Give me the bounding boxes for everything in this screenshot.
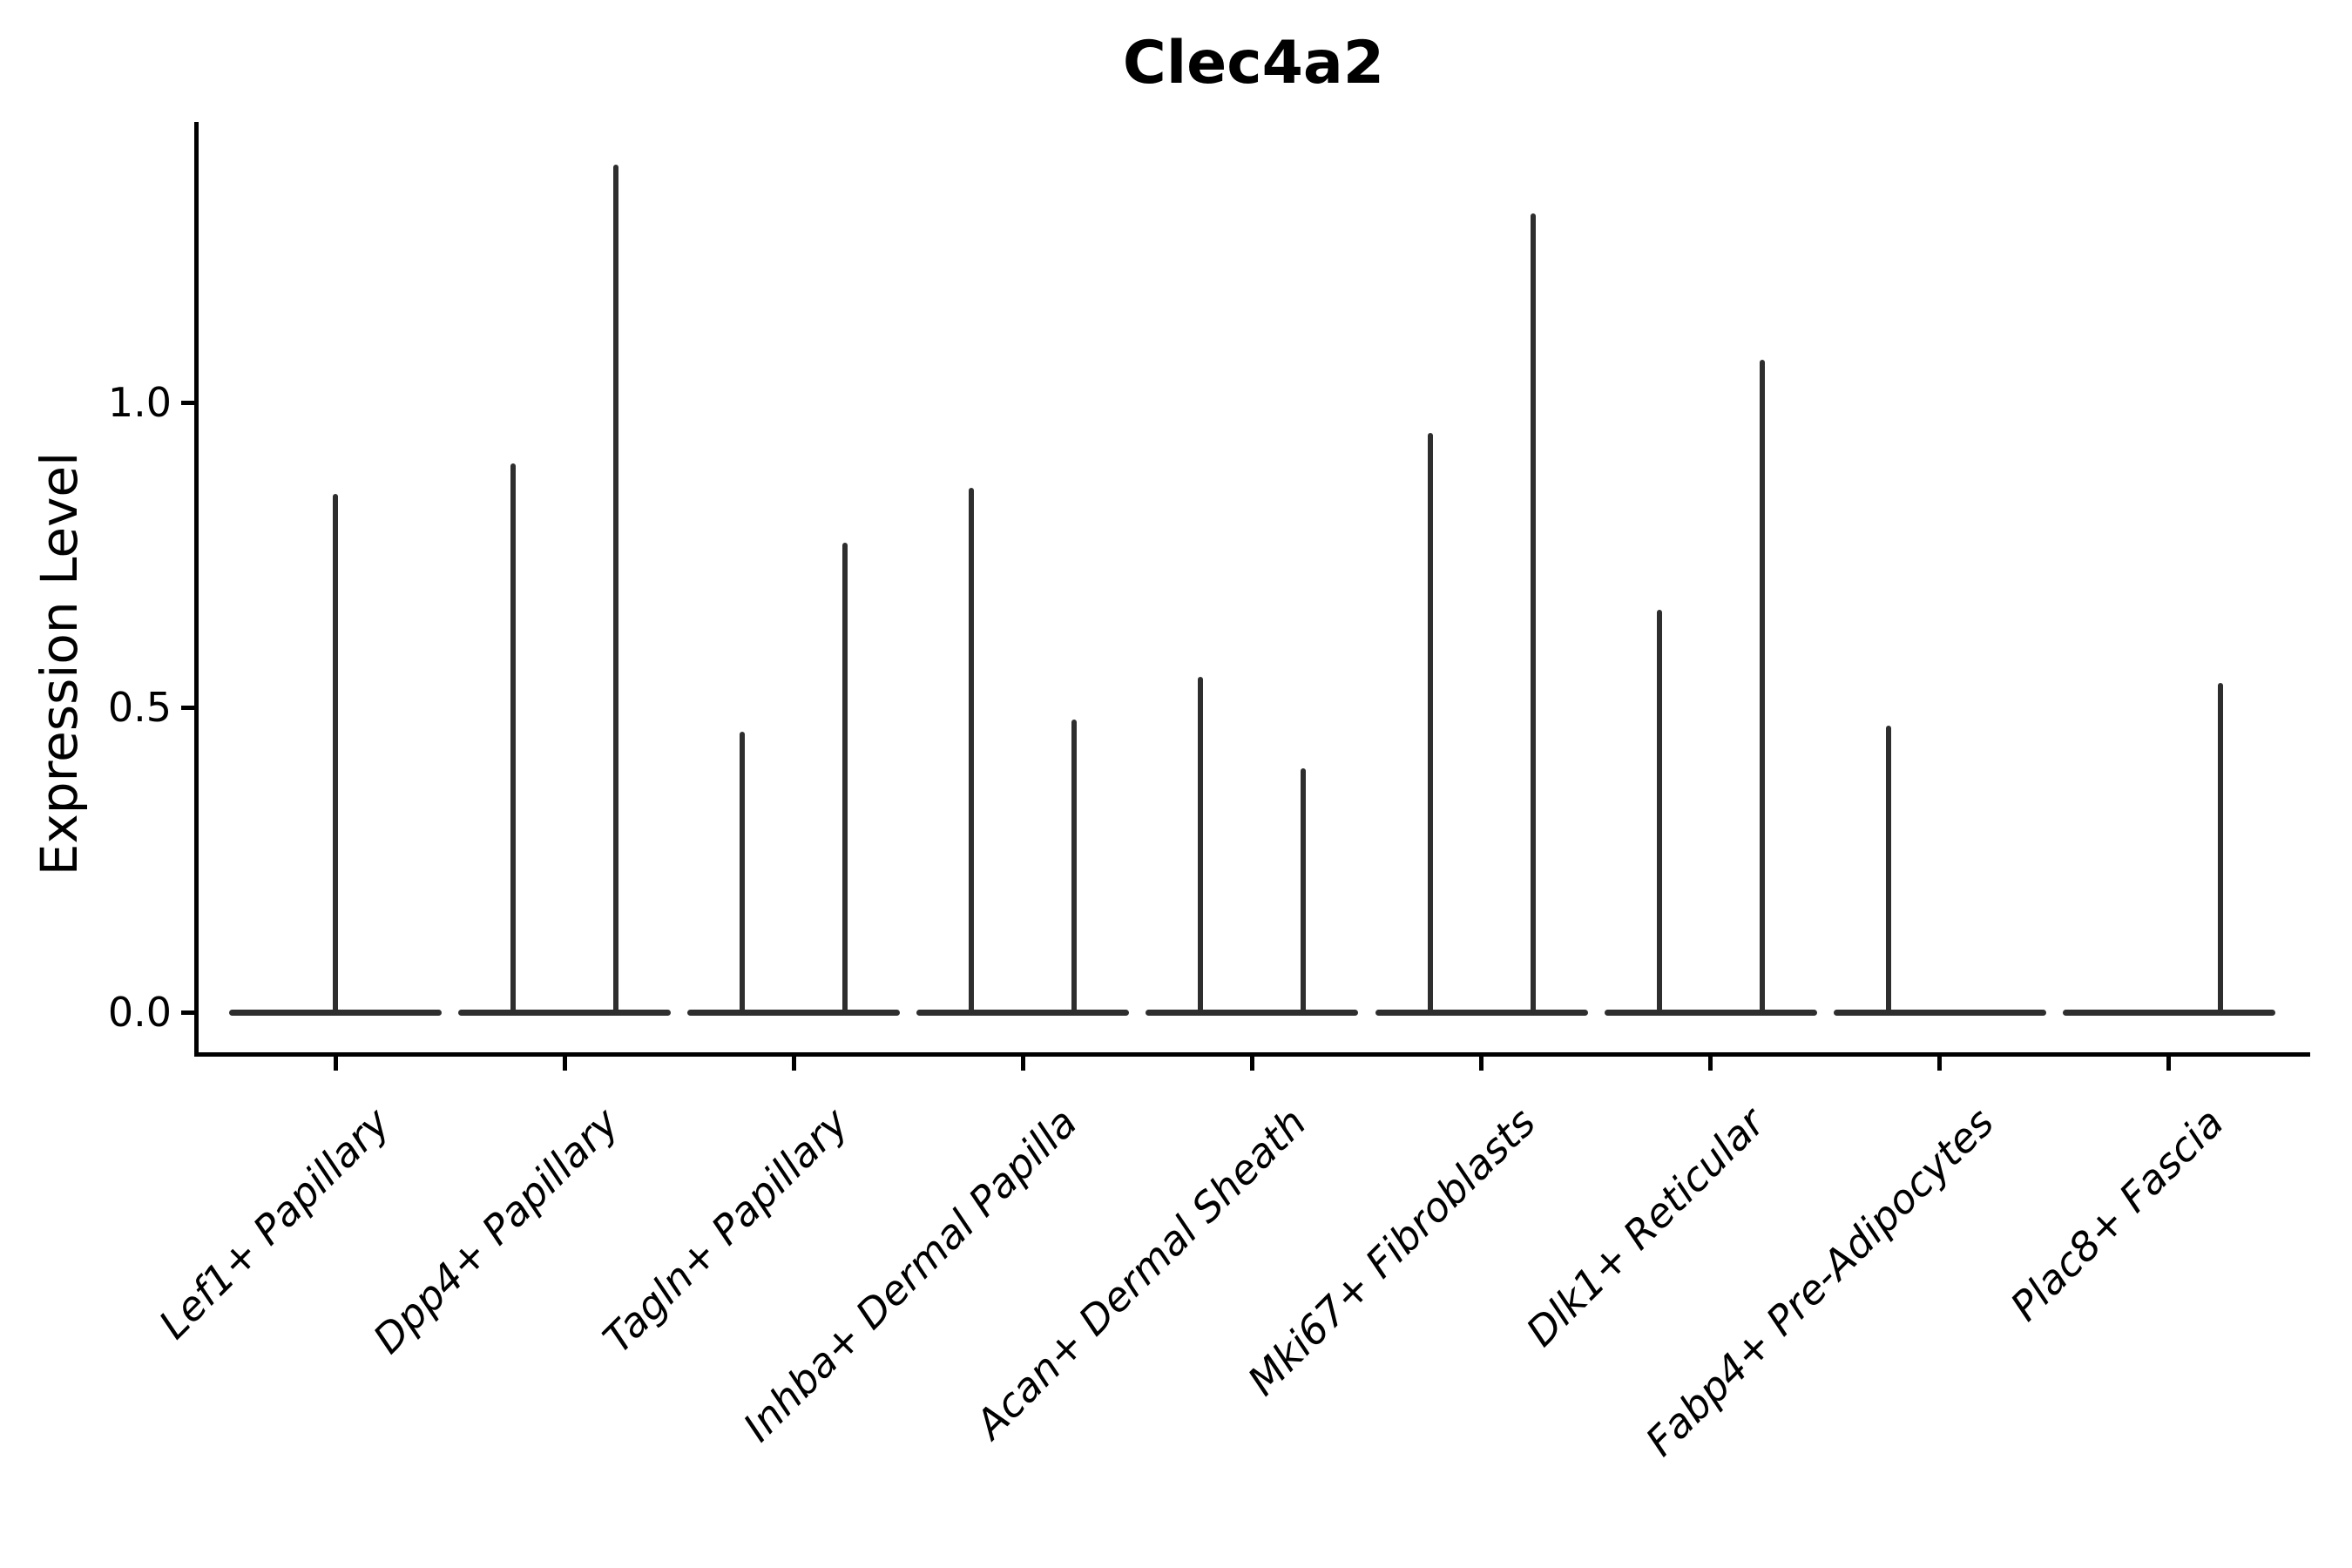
chart-title: Clec4a2	[1122, 29, 1385, 98]
violin-base	[1375, 1009, 1588, 1016]
violin-base	[687, 1009, 901, 1016]
y-tick-mark	[181, 400, 194, 405]
x-tick-mark	[1020, 1057, 1025, 1071]
x-tick-label: Dpp4+ Papillary	[363, 1098, 628, 1362]
violin-base	[916, 1009, 1130, 1016]
violin-spike	[842, 543, 848, 1012]
x-tick-mark	[791, 1057, 796, 1071]
x-tick-mark	[1708, 1057, 1713, 1071]
x-tick-mark	[333, 1057, 338, 1071]
violin-spike	[333, 494, 338, 1012]
x-tick-mark	[1937, 1057, 1943, 1071]
y-axis-spine	[194, 122, 199, 1057]
violin-spike	[1530, 213, 1536, 1012]
violin-spike	[1198, 677, 1204, 1012]
y-axis-label: Expression Level	[30, 451, 89, 876]
y-tick-mark	[181, 1010, 194, 1015]
y-tick-label: 0.0	[107, 989, 172, 1036]
x-tick-label: Lef1+ Papillary	[149, 1098, 399, 1348]
violin-spike	[510, 463, 517, 1012]
violin-base	[1146, 1009, 1359, 1016]
y-tick-label: 1.0	[107, 379, 172, 426]
violin-spike	[1656, 610, 1662, 1012]
violin-spike	[2217, 683, 2223, 1012]
violin-spike	[1071, 720, 1078, 1012]
x-tick-label: Plac8+ Fascia	[2000, 1098, 2233, 1330]
violin-spike	[969, 488, 975, 1012]
violin-spike	[1427, 433, 1433, 1012]
x-tick-mark	[2166, 1057, 2172, 1071]
x-axis-spine	[194, 1052, 2310, 1057]
x-tick-mark	[562, 1057, 567, 1071]
violin-spike	[1885, 726, 1891, 1012]
y-tick-mark	[181, 705, 194, 710]
violin-base	[1833, 1009, 2046, 1016]
violin-spike	[1759, 360, 1765, 1012]
violin-spike	[740, 732, 746, 1012]
violin-base	[1604, 1009, 1817, 1016]
x-tick-mark	[1479, 1057, 1484, 1071]
violin-spike	[613, 165, 619, 1012]
violin-base	[2062, 1009, 2275, 1016]
violin-base	[229, 1009, 442, 1016]
violin-spike	[1301, 768, 1307, 1012]
x-tick-mark	[1249, 1057, 1254, 1071]
y-tick-label: 0.5	[107, 684, 172, 731]
violin-base	[458, 1009, 672, 1016]
x-tick-label: Dlk1+ Reticular	[1517, 1098, 1774, 1355]
x-tick-label: Tagln+ Papillary	[593, 1098, 857, 1362]
